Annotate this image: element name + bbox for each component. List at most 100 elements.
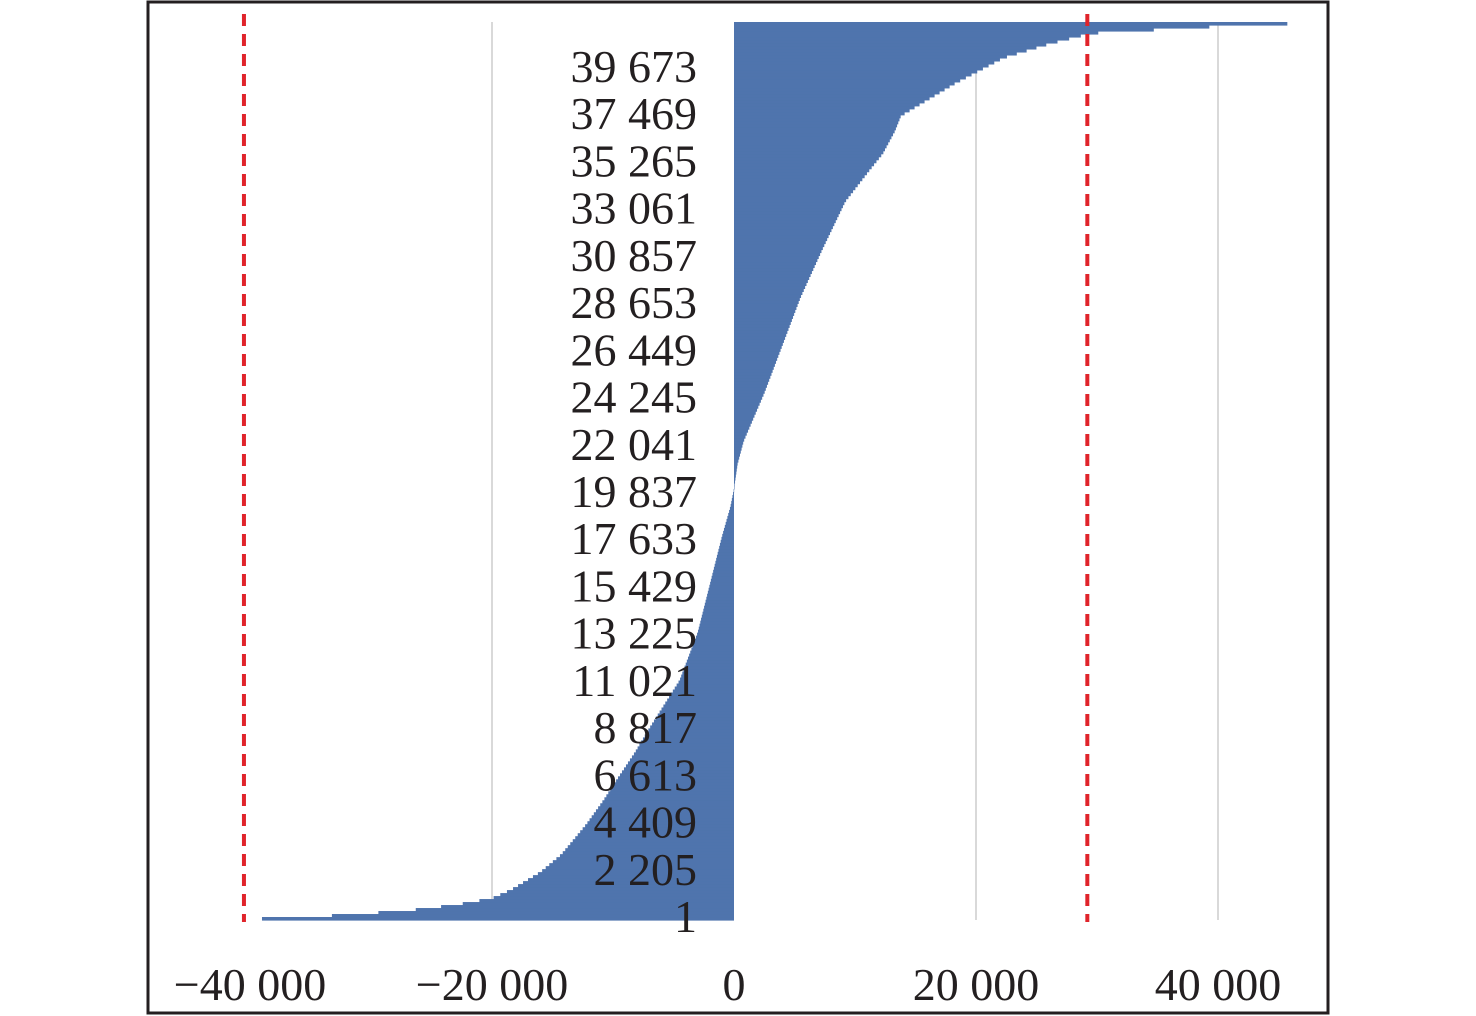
bar [261, 917, 734, 921]
bar [690, 650, 734, 655]
bar [734, 479, 736, 484]
bar [734, 246, 823, 251]
bar [616, 779, 734, 783]
bar [610, 788, 734, 792]
bar [715, 560, 734, 565]
bar [710, 578, 734, 583]
bar [734, 351, 780, 355]
bar [623, 767, 734, 771]
bar [734, 399, 761, 403]
bar [575, 836, 734, 840]
bar [734, 147, 885, 152]
bar [734, 114, 901, 119]
bar [693, 641, 734, 646]
bar [734, 294, 802, 298]
bar [734, 54, 1007, 59]
bar [734, 120, 899, 125]
bar [734, 330, 788, 334]
bar [606, 794, 734, 798]
y-tick-label: 6 613 [594, 749, 698, 800]
y-tick-label: 28 653 [571, 277, 698, 328]
bar [734, 123, 898, 128]
bar [734, 390, 765, 394]
bar [612, 785, 734, 789]
bar [734, 402, 760, 406]
bar [734, 201, 845, 206]
bar [580, 830, 734, 834]
bar [637, 746, 734, 750]
bar [734, 39, 1058, 44]
bar [500, 893, 734, 897]
bar [734, 387, 766, 391]
bar [734, 306, 797, 310]
bar [644, 734, 734, 739]
bar [602, 800, 734, 804]
bar [687, 656, 734, 661]
bar [734, 174, 865, 179]
bar [734, 66, 983, 71]
bar [734, 219, 836, 224]
bar [734, 228, 832, 233]
bar [734, 476, 736, 481]
bar [734, 60, 995, 65]
bar [685, 662, 734, 667]
bar [734, 456, 740, 460]
bar [719, 542, 734, 547]
bar [698, 626, 734, 631]
bar [734, 381, 769, 385]
bar [734, 48, 1027, 53]
bar [734, 473, 736, 478]
bar [631, 755, 734, 759]
bar [734, 126, 896, 131]
bar [556, 857, 734, 861]
bar [734, 231, 831, 236]
bar [441, 905, 734, 909]
bar [734, 453, 740, 457]
bar [589, 818, 734, 822]
y-tick-label: 33 061 [571, 183, 698, 234]
bar [734, 78, 961, 83]
bar [734, 45, 1037, 50]
bar [734, 27, 1154, 32]
bar [734, 438, 745, 442]
bar [734, 150, 884, 155]
y-tick-label: 35 265 [571, 135, 698, 186]
bar [734, 183, 858, 188]
bar [650, 725, 734, 730]
bar [734, 429, 749, 433]
bar [734, 234, 829, 239]
bar [734, 270, 812, 275]
bar [734, 297, 800, 301]
bar [734, 141, 889, 146]
bar [721, 536, 734, 541]
bar [734, 333, 787, 337]
bar [331, 914, 734, 918]
bar [704, 605, 734, 610]
bar [670, 692, 734, 697]
y-tick-label: 2 205 [594, 844, 698, 895]
bar [734, 156, 879, 161]
bar [734, 408, 758, 412]
bar [665, 701, 734, 706]
bar [689, 653, 734, 658]
bar [734, 372, 772, 376]
bar [572, 839, 734, 843]
bar [731, 497, 734, 502]
bar [559, 854, 734, 858]
bar [734, 312, 795, 316]
bar [713, 566, 734, 571]
bar [734, 405, 759, 409]
bar [734, 90, 940, 95]
bar [734, 261, 817, 266]
bar [528, 878, 734, 882]
x-tick-label: 20 000 [913, 959, 1040, 1010]
bar [734, 171, 867, 176]
bar [734, 42, 1047, 47]
y-tick-label: 30 857 [571, 230, 698, 281]
bar [462, 902, 734, 906]
bar [734, 318, 792, 322]
bar [734, 384, 767, 388]
bar [697, 632, 734, 637]
bar [734, 485, 735, 490]
